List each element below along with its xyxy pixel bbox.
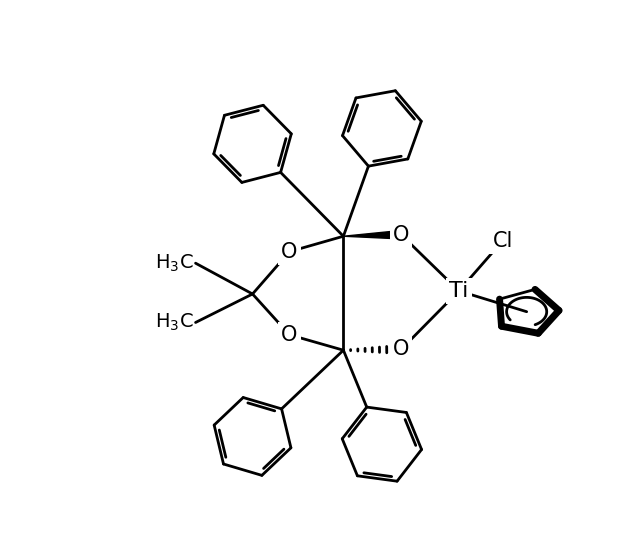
Text: O: O xyxy=(393,339,410,359)
Text: H$_3$C: H$_3$C xyxy=(156,312,194,333)
Text: Ti: Ti xyxy=(449,281,468,301)
Text: O: O xyxy=(393,224,410,245)
Text: O: O xyxy=(282,325,298,345)
Text: H$_3$C: H$_3$C xyxy=(156,252,194,274)
Text: O: O xyxy=(282,242,298,262)
Polygon shape xyxy=(344,231,401,239)
Text: Cl: Cl xyxy=(493,231,513,251)
